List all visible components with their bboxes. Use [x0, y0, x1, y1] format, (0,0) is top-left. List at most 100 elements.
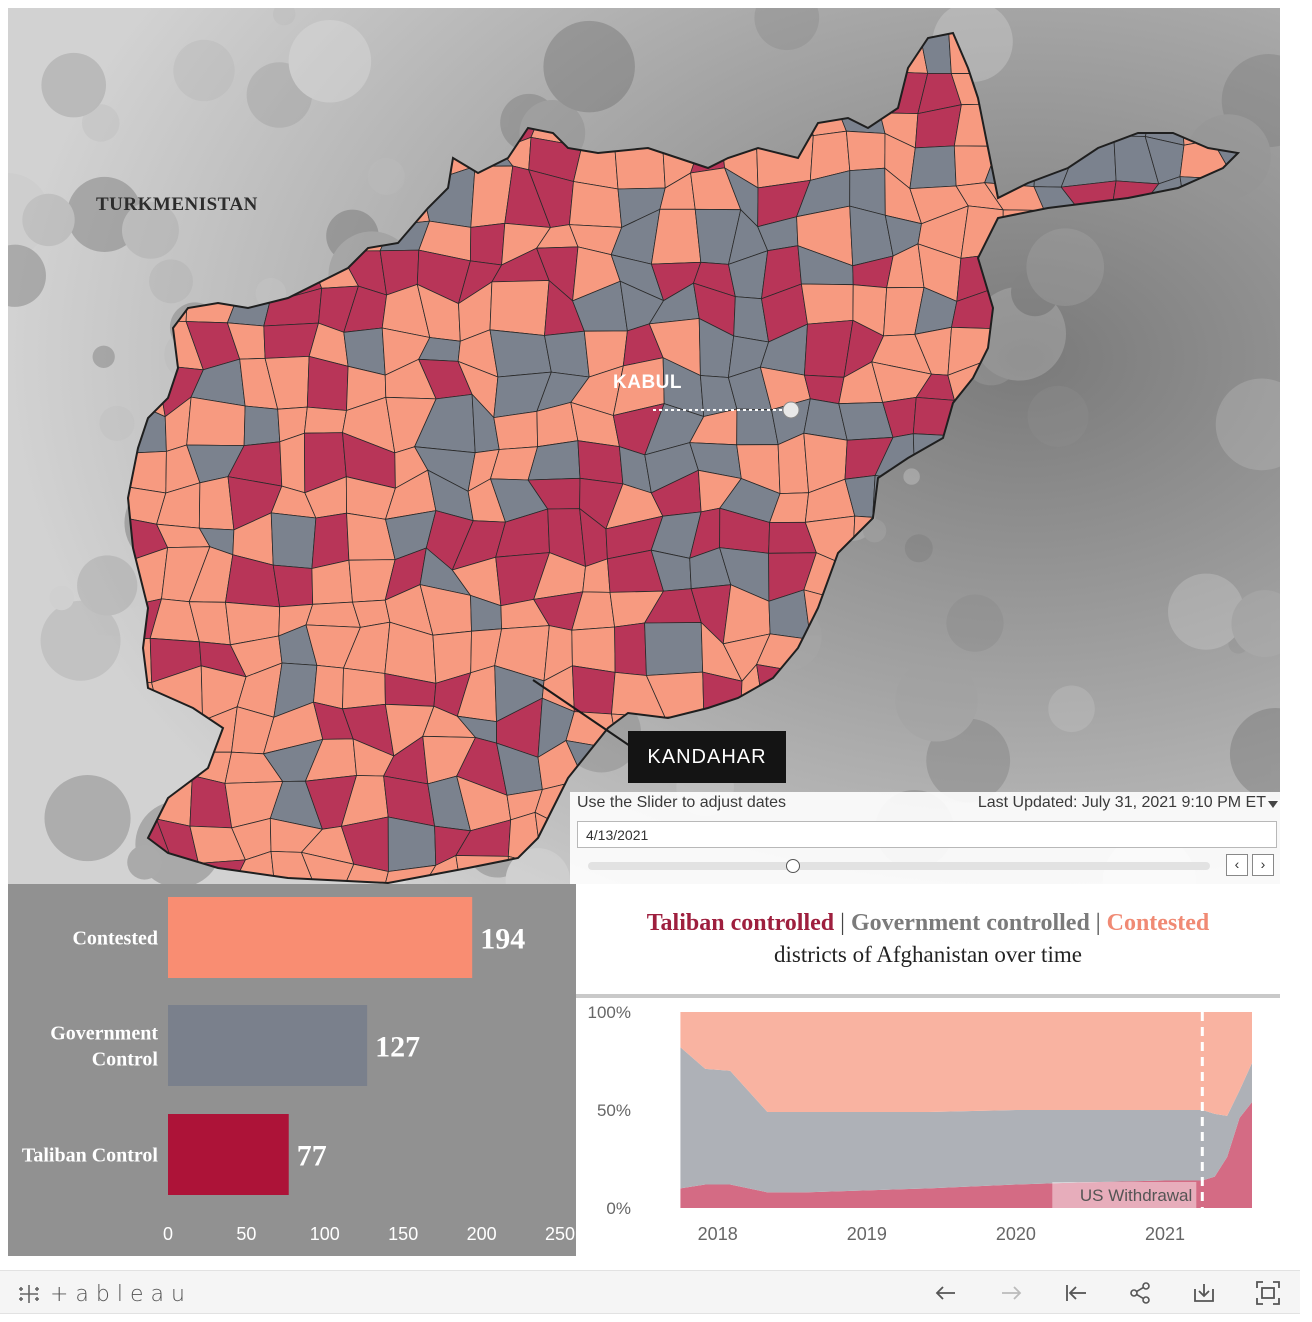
- chevron-right-icon: ›: [1260, 856, 1266, 872]
- bar-x-tick: 250: [545, 1224, 575, 1244]
- district-cell[interactable]: [489, 329, 552, 378]
- area-series-0[interactable]: [680, 1102, 1252, 1208]
- bar-category-label: Government: [50, 1023, 158, 1045]
- terrain-blob: [92, 345, 115, 368]
- bar-contested[interactable]: [168, 897, 473, 978]
- slider-prev-button[interactable]: ‹: [1226, 854, 1248, 876]
- district-cell[interactable]: [306, 355, 349, 411]
- area-series-2[interactable]: [680, 1012, 1252, 1116]
- terrain-blob: [903, 468, 920, 485]
- district-cell[interactable]: [311, 512, 350, 570]
- terrain-blob: [1027, 385, 1089, 447]
- terrain-blob: [1048, 685, 1095, 733]
- district-cell[interactable]: [311, 559, 353, 605]
- bar-category-label: Taliban Control: [22, 1145, 159, 1167]
- terrain-blob: [904, 534, 933, 563]
- date-input[interactable]: [577, 821, 1277, 848]
- terrain-blob: [1026, 228, 1105, 307]
- bar-x-tick: 200: [467, 1224, 497, 1244]
- tableau-toolbar: +ableau: [0, 1270, 1300, 1314]
- terrain-blob: [1168, 573, 1245, 650]
- terrain-blob: [77, 555, 138, 616]
- district-cell[interactable]: [489, 280, 550, 336]
- district-cell[interactable]: [577, 440, 624, 485]
- district-cell[interactable]: [279, 432, 306, 494]
- slider-caption: Use the Slider to adjust dates: [577, 794, 787, 811]
- caret-down-icon[interactable]: [1268, 801, 1278, 808]
- withdrawal-label: US Withdrawal: [1080, 1186, 1192, 1205]
- chevron-left-icon: ‹: [1234, 856, 1240, 872]
- control-bar-chart[interactable]: Contested 194 Government Control 127 Taliban …: [8, 884, 576, 1256]
- terrain-blob: [288, 19, 372, 103]
- district-cell[interactable]: [777, 432, 810, 495]
- district-cell[interactable]: [313, 664, 344, 710]
- terrain-blob: [49, 585, 74, 611]
- district-cell[interactable]: [800, 283, 854, 325]
- slider-track[interactable]: [588, 859, 1210, 873]
- share-button[interactable]: [1124, 1277, 1156, 1309]
- district-cell[interactable]: [644, 622, 704, 676]
- terrain-blob: [972, 286, 1066, 381]
- area-chart-panel: 0% 50% 100% 2018 2019 2020 2021 US Withdrawal: [576, 994, 1280, 1256]
- district-cell[interactable]: [568, 181, 623, 228]
- tableau-cross-icon: [19, 1285, 39, 1303]
- bar-government-control[interactable]: [168, 1005, 368, 1086]
- download-button[interactable]: [1188, 1277, 1220, 1309]
- terrain-blob: [8, 173, 50, 257]
- terrain-blob: [246, 62, 313, 128]
- district-cell[interactable]: [614, 622, 647, 676]
- district-cell[interactable]: [909, 145, 957, 190]
- terrain-blob: [946, 594, 1004, 652]
- district-cell[interactable]: [493, 410, 539, 450]
- district-cell[interactable]: [270, 512, 317, 569]
- map-panel[interactable]: TURKMENISTAN KABUL KANDAHAR: [8, 8, 1280, 884]
- area-x-tick: 2018: [698, 1224, 738, 1244]
- district-cell[interactable]: [736, 408, 779, 446]
- terrain-blob: [127, 845, 162, 880]
- revert-button[interactable]: [1060, 1277, 1092, 1309]
- terrain-blob: [895, 658, 978, 742]
- district-cell[interactable]: [272, 564, 314, 608]
- slider-next-button[interactable]: ›: [1252, 854, 1274, 876]
- slider-thumb[interactable]: [786, 859, 801, 873]
- last-updated-text: Last Updated: July 31, 2021 9:10 PM ET: [977, 794, 1266, 811]
- terrain-blob: [926, 718, 1011, 803]
- kabul-marker[interactable]: [782, 401, 800, 419]
- bar-value-label: 127: [375, 1031, 420, 1064]
- district-cell[interactable]: [544, 330, 590, 378]
- district-cell[interactable]: [469, 222, 506, 266]
- district-cell[interactable]: [186, 396, 246, 447]
- district-cell[interactable]: [303, 406, 347, 434]
- redo-button[interactable]: [995, 1277, 1027, 1309]
- bar-value-label: 194: [480, 923, 525, 956]
- area-y-tick: 0%: [606, 1199, 631, 1218]
- tableau-logo[interactable]: +ableau: [16, 1281, 192, 1307]
- area-x-tick: 2019: [847, 1224, 887, 1244]
- area-series-1[interactable]: [680, 1047, 1252, 1193]
- terrain-blob: [1011, 268, 1060, 317]
- kandahar-label: KANDAHAR: [628, 731, 786, 783]
- bar-taliban-control[interactable]: [168, 1114, 289, 1195]
- terrain-blob: [1221, 54, 1280, 148]
- district-cell[interactable]: [571, 626, 616, 673]
- bar-x-tick: 50: [236, 1224, 256, 1244]
- fullscreen-button[interactable]: [1252, 1277, 1284, 1309]
- district-cell[interactable]: [342, 667, 386, 710]
- terrain-blob: [543, 20, 635, 113]
- district-cell[interactable]: [243, 405, 281, 447]
- terrain-blob: [149, 259, 194, 304]
- control-over-time-chart[interactable]: 0% 50% 100% 2018 2019 2020 2021 US Withdrawal: [576, 994, 1280, 1256]
- terrain-blob: [121, 201, 179, 259]
- district-cell[interactable]: [650, 208, 702, 265]
- district-cell[interactable]: [845, 130, 886, 172]
- district-cell[interactable]: [571, 665, 616, 715]
- undo-button[interactable]: [930, 1277, 962, 1309]
- date-slider-panel: Use the Slider to adjust dates Last Upda…: [570, 792, 1280, 884]
- area-y-tick: 50%: [597, 1101, 631, 1120]
- district-cell[interactable]: [305, 601, 361, 628]
- title-government: Government controlled: [850, 910, 1090, 936]
- district-cell[interactable]: [300, 851, 355, 884]
- district-cell[interactable]: [387, 816, 437, 872]
- undo-icon: [935, 1286, 955, 1300]
- terrain-blob: [41, 52, 106, 118]
